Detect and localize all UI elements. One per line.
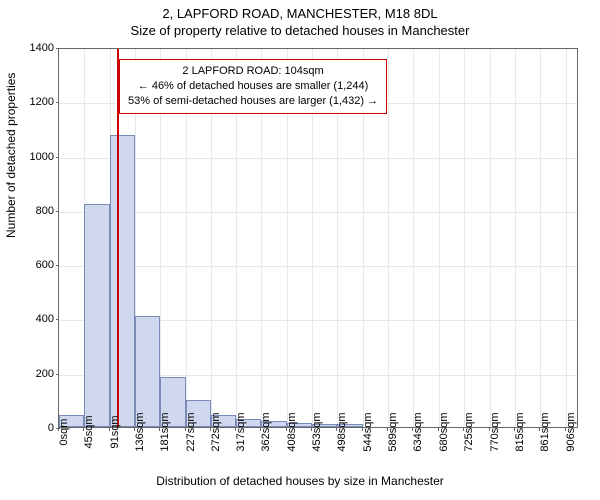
y-tick-label: 400 xyxy=(36,313,54,325)
x-tick-mark xyxy=(58,427,59,431)
x-tick-label: 45sqm xyxy=(83,415,95,448)
y-tick-label: 1200 xyxy=(30,96,54,108)
x-tick-label: 634sqm xyxy=(412,412,424,451)
gridline-v xyxy=(439,49,440,427)
x-tick-mark xyxy=(109,427,110,431)
x-tick-mark xyxy=(159,427,160,431)
x-tick-mark xyxy=(336,427,337,431)
x-tick-label: 544sqm xyxy=(362,412,374,451)
x-tick-mark xyxy=(412,427,413,431)
histogram-bar xyxy=(84,204,110,427)
annotation-line2: ← 46% of detached houses are smaller (1,… xyxy=(128,79,378,94)
gridline-v xyxy=(388,49,389,427)
histogram-bar xyxy=(110,135,135,427)
x-tick-label: 589sqm xyxy=(387,412,399,451)
x-tick-mark xyxy=(260,427,261,431)
x-tick-mark xyxy=(463,427,464,431)
x-tick-label: 861sqm xyxy=(539,412,551,451)
x-tick-label: 906sqm xyxy=(565,412,577,451)
x-tick-label: 770sqm xyxy=(489,412,501,451)
chart-area: 2 LAPFORD ROAD: 104sqm ← 46% of detached… xyxy=(58,48,578,428)
plot-area: 2 LAPFORD ROAD: 104sqm ← 46% of detached… xyxy=(58,48,578,428)
gridline-v xyxy=(515,49,516,427)
x-tick-mark xyxy=(286,427,287,431)
gridline-h xyxy=(59,266,577,267)
x-tick-mark xyxy=(235,427,236,431)
gridline-h xyxy=(59,212,577,213)
x-tick-label: 0sqm xyxy=(58,419,70,446)
gridline-v xyxy=(413,49,414,427)
gridline-v xyxy=(566,49,567,427)
x-tick-label: 680sqm xyxy=(438,412,450,451)
histogram-bar xyxy=(135,316,160,427)
y-tick-label: 1000 xyxy=(30,151,54,163)
gridline-v xyxy=(490,49,491,427)
x-axis: 0sqm45sqm91sqm136sqm181sqm227sqm272sqm31… xyxy=(58,428,578,478)
gridline-h xyxy=(59,158,577,159)
gridline-v xyxy=(464,49,465,427)
chart-title-block: 2, LAPFORD ROAD, MANCHESTER, M18 8DL Siz… xyxy=(0,0,600,38)
x-tick-label: 815sqm xyxy=(514,412,526,451)
title-line1: 2, LAPFORD ROAD, MANCHESTER, M18 8DL xyxy=(0,6,600,21)
x-tick-mark xyxy=(83,427,84,431)
x-tick-label: 136sqm xyxy=(134,412,146,451)
x-tick-label: 362sqm xyxy=(260,412,272,451)
x-tick-mark xyxy=(489,427,490,431)
x-tick-mark xyxy=(185,427,186,431)
x-tick-mark xyxy=(565,427,566,431)
x-tick-label: 227sqm xyxy=(185,412,197,451)
x-axis-label: Distribution of detached houses by size … xyxy=(0,474,600,488)
y-tick-label: 600 xyxy=(36,259,54,271)
y-tick-label: 1400 xyxy=(30,42,54,54)
x-tick-label: 498sqm xyxy=(336,412,348,451)
x-tick-mark xyxy=(438,427,439,431)
x-tick-mark xyxy=(311,427,312,431)
title-line2: Size of property relative to detached ho… xyxy=(0,23,600,38)
x-tick-mark xyxy=(210,427,211,431)
marker-annotation: 2 LAPFORD ROAD: 104sqm ← 46% of detached… xyxy=(119,59,387,114)
annotation-line3: 53% of semi-detached houses are larger (… xyxy=(128,94,378,109)
annotation-line1: 2 LAPFORD ROAD: 104sqm xyxy=(128,64,378,79)
x-tick-mark xyxy=(539,427,540,431)
y-tick-label: 200 xyxy=(36,368,54,380)
y-axis-label: Number of detached properties xyxy=(4,73,18,238)
x-tick-label: 181sqm xyxy=(159,412,171,451)
x-tick-mark xyxy=(387,427,388,431)
x-tick-label: 408sqm xyxy=(286,412,298,451)
x-tick-mark xyxy=(514,427,515,431)
x-tick-label: 725sqm xyxy=(463,412,475,451)
x-tick-label: 317sqm xyxy=(235,412,247,451)
x-tick-mark xyxy=(362,427,363,431)
y-tick-label: 0 xyxy=(48,422,54,434)
x-tick-label: 453sqm xyxy=(311,412,323,451)
gridline-v xyxy=(540,49,541,427)
x-tick-label: 91sqm xyxy=(109,415,121,448)
y-tick-label: 800 xyxy=(36,205,54,217)
y-axis: 0200400600800100012001400 xyxy=(22,48,56,428)
x-tick-label: 272sqm xyxy=(210,412,222,451)
x-tick-mark xyxy=(134,427,135,431)
